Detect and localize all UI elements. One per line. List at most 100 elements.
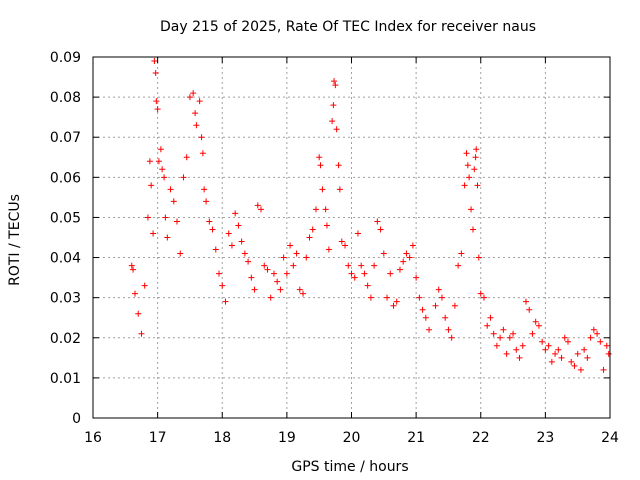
data-point — [192, 110, 199, 117]
data-point — [426, 326, 433, 333]
data-point — [183, 154, 190, 161]
data-point — [361, 270, 368, 277]
data-point — [539, 338, 546, 345]
data-point — [390, 302, 397, 309]
axis-ticks: 16 17 18 19 20 21 22 23 24 0 0.01 0.02 0.03 0.04 0.05 0… — [50, 50, 619, 446]
data-point — [144, 214, 151, 221]
data-point — [283, 270, 290, 277]
data-point — [472, 154, 479, 161]
data-point — [451, 302, 458, 309]
x-tick-label: 24 — [601, 430, 619, 446]
scatter-points — [128, 58, 612, 373]
data-point — [500, 326, 507, 333]
data-point — [358, 262, 365, 269]
y-tick-label: 0.04 — [50, 251, 81, 267]
data-point — [458, 250, 465, 257]
data-point — [203, 198, 210, 205]
data-point — [148, 182, 155, 189]
x-tick-label: 23 — [536, 430, 554, 446]
data-point — [480, 294, 487, 301]
data-point — [380, 250, 387, 257]
data-point — [413, 274, 420, 281]
y-tick-label: 0.09 — [50, 50, 81, 66]
data-point — [232, 210, 239, 217]
data-point — [403, 250, 410, 257]
data-point — [484, 322, 491, 329]
data-point — [267, 294, 274, 301]
data-point — [422, 314, 429, 321]
data-point — [432, 302, 439, 309]
data-point — [258, 206, 265, 213]
data-point — [228, 242, 235, 249]
data-point — [319, 186, 326, 193]
data-point — [167, 186, 174, 193]
data-point — [371, 262, 378, 269]
data-point — [535, 322, 542, 329]
data-point — [594, 330, 601, 337]
data-point — [212, 246, 219, 253]
data-point — [445, 326, 452, 333]
data-point — [464, 162, 471, 169]
data-point — [571, 362, 578, 369]
data-point — [461, 182, 468, 189]
data-point — [325, 246, 332, 253]
data-point — [146, 158, 153, 165]
data-point — [374, 218, 381, 225]
data-point — [199, 150, 206, 157]
data-point — [377, 226, 384, 233]
data-point — [333, 126, 340, 133]
data-point — [406, 254, 413, 261]
data-point — [468, 206, 475, 213]
x-axis-label: GPS time / hours — [291, 459, 408, 475]
data-point — [290, 262, 297, 269]
data-point — [180, 174, 187, 181]
data-point — [306, 234, 313, 241]
data-point — [474, 182, 481, 189]
y-tick-label: 0.03 — [50, 291, 81, 307]
data-point — [219, 282, 226, 289]
data-point — [293, 250, 300, 257]
data-point — [568, 358, 575, 365]
data-point — [605, 350, 612, 357]
data-point — [193, 122, 200, 129]
data-point — [316, 154, 323, 161]
data-point — [164, 234, 171, 241]
data-point — [600, 366, 607, 373]
data-point — [522, 298, 529, 305]
data-point — [174, 218, 181, 225]
data-point — [335, 162, 342, 169]
data-point — [510, 330, 517, 337]
data-point — [251, 286, 258, 293]
data-point — [532, 318, 539, 325]
data-point — [254, 202, 261, 209]
data-point — [455, 262, 462, 269]
data-point — [548, 358, 555, 365]
data-point — [190, 90, 197, 97]
data-point — [216, 270, 223, 277]
data-point — [296, 286, 303, 293]
data-point — [348, 270, 355, 277]
data-point — [303, 254, 310, 261]
data-point — [141, 282, 148, 289]
data-point — [603, 342, 610, 349]
data-point — [138, 330, 145, 337]
data-point — [416, 294, 423, 301]
data-point — [201, 186, 208, 193]
data-point — [506, 334, 513, 341]
data-point — [475, 254, 482, 261]
data-point — [590, 326, 597, 333]
data-point — [477, 290, 484, 297]
data-point — [466, 174, 473, 181]
data-point — [277, 286, 284, 293]
y-tick-label: 0.06 — [50, 170, 81, 186]
data-point — [542, 346, 549, 353]
data-point — [198, 134, 205, 141]
data-point — [159, 166, 166, 173]
x-tick-label: 18 — [213, 430, 231, 446]
y-axis-label: ROTI / TECUs — [7, 194, 23, 286]
data-point — [354, 230, 361, 237]
data-point — [332, 82, 339, 89]
data-point — [545, 342, 552, 349]
data-point — [132, 290, 139, 297]
